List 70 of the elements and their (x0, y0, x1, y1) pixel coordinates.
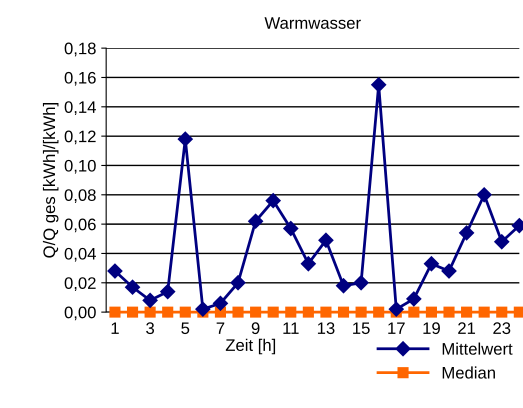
point (283, 220, 298, 236)
point (441, 263, 457, 279)
point (124, 280, 140, 295)
point (266, 193, 281, 208)
y-tick-label: 0,16 (64, 72, 96, 86)
x-tick-label: 19 (423, 322, 440, 334)
point (356, 306, 367, 318)
point (408, 306, 420, 318)
x-axis-title: Zeit [h] (226, 338, 276, 354)
point (144, 306, 156, 318)
point (461, 306, 472, 318)
y-tick-label: 0,08 (64, 189, 96, 203)
point (476, 187, 492, 202)
x-tick-label: 15 (353, 322, 370, 334)
legend-label: Median (442, 366, 495, 379)
point (160, 284, 176, 300)
x-tick-label: 11 (283, 322, 299, 334)
x-tick-label: 9 (252, 322, 260, 334)
point (318, 232, 334, 248)
y-tick-label: 0,12 (64, 130, 96, 144)
point (388, 302, 404, 317)
x-tick-label: 1 (112, 322, 119, 334)
point (178, 132, 193, 147)
y-tick-label: 0,14 (64, 101, 96, 115)
point (443, 306, 455, 318)
point (232, 306, 244, 318)
y-tick-label: 0,00 (64, 306, 96, 320)
y-axis-title: Q/Q ges [kWh]/[kWh] (42, 103, 58, 258)
point (109, 306, 121, 318)
x-tick-label: 5 (181, 322, 190, 334)
x-tick-label: 21 (458, 322, 476, 334)
point (126, 306, 138, 318)
point (302, 306, 314, 318)
point (300, 256, 316, 272)
point (230, 275, 246, 290)
point (212, 296, 228, 311)
x-tick-label: 7 (216, 322, 224, 334)
y-tick-label: 0,02 (64, 277, 96, 291)
point (180, 306, 191, 318)
chart-title: Warmwasser (264, 17, 361, 29)
point (478, 306, 490, 318)
y-tick-label: 0,10 (64, 160, 96, 174)
y-tick-label: 0,04 (64, 248, 96, 262)
point (338, 306, 350, 318)
point (250, 306, 262, 318)
point (424, 256, 439, 272)
point (373, 306, 384, 318)
x-tick-label: 17 (388, 322, 405, 334)
point (459, 225, 474, 240)
point (494, 234, 510, 250)
y-tick-label: 0,06 (64, 218, 96, 232)
x-tick-label: 13 (318, 322, 334, 334)
point (142, 292, 158, 308)
legend-label: Mittelwert (442, 342, 513, 355)
x-tick-label: 3 (146, 322, 154, 334)
point (354, 275, 369, 290)
point (268, 306, 279, 318)
point (195, 302, 210, 317)
point (320, 306, 332, 318)
point (371, 77, 386, 92)
y-tick-label: 0,18 (64, 42, 96, 56)
point (162, 306, 174, 318)
point (336, 278, 352, 294)
point (496, 306, 508, 318)
point (248, 214, 264, 229)
point (107, 263, 123, 279)
x-tick-label: 23 (493, 322, 510, 334)
point (426, 306, 437, 318)
point (285, 306, 296, 318)
point (406, 291, 422, 306)
